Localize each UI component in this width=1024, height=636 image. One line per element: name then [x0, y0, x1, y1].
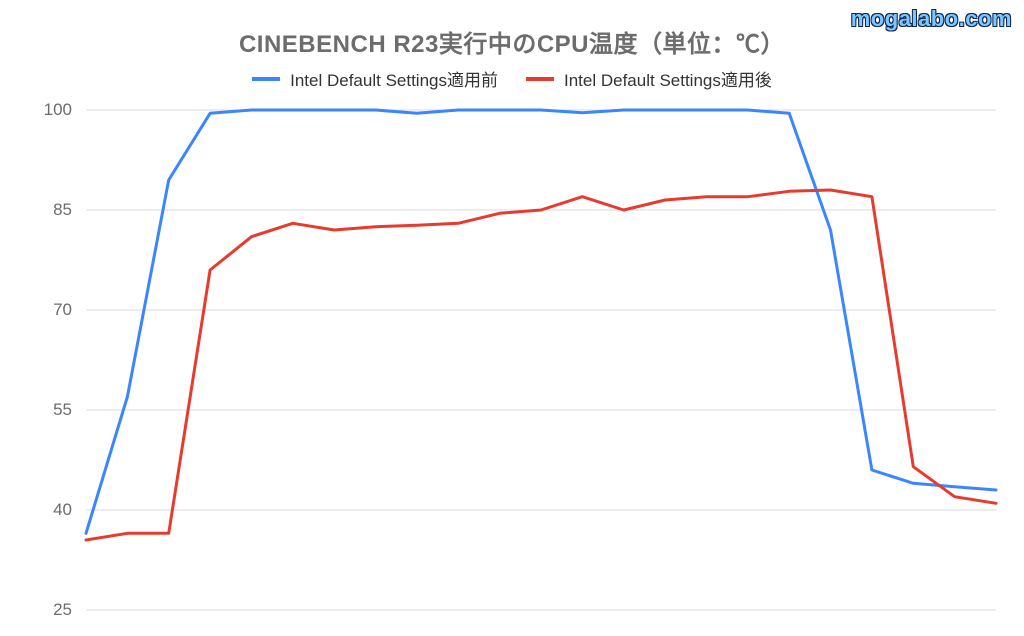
line-chart	[0, 0, 1024, 636]
series-line	[86, 110, 996, 533]
series-line	[86, 190, 996, 540]
